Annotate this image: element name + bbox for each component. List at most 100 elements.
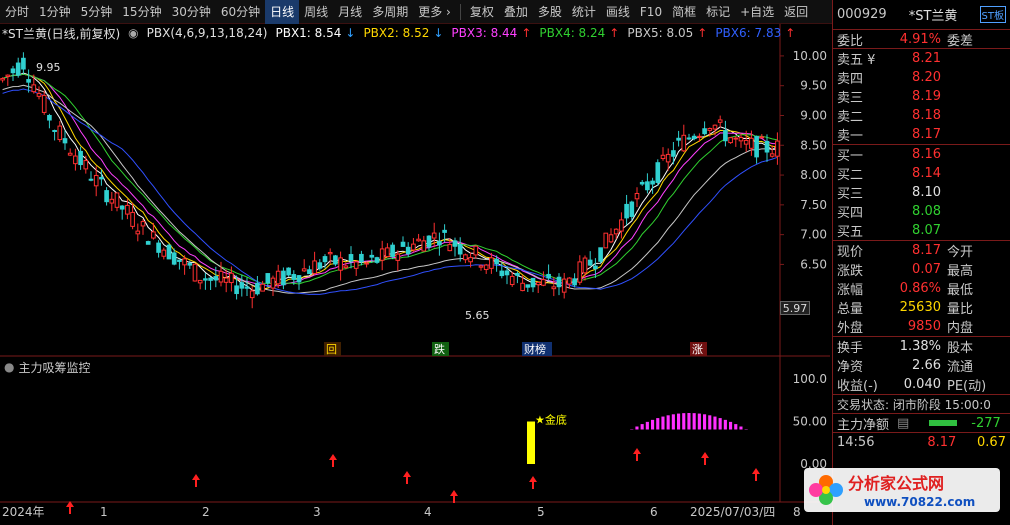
toolbar-tool-button[interactable]: 统计	[571, 4, 596, 19]
row-value: 9850	[907, 319, 941, 334]
quote-row: 涨跌 0.07 最高	[833, 260, 1010, 279]
candle-body	[36, 93, 42, 97]
candle-body	[109, 198, 115, 204]
tick-row: 14:56 8.17 0.67	[833, 433, 1010, 452]
pbx-value: PBX4: 8.24	[539, 26, 606, 40]
period-tab[interactable]: 30分钟	[171, 4, 211, 19]
row-label-2: 最低	[947, 283, 974, 298]
period-tab[interactable]: 周线	[304, 4, 329, 19]
circle-dropdown-icon[interactable]: ●	[4, 360, 15, 374]
absorption-bar	[729, 421, 733, 430]
toolbar-tool-button[interactable]: 标记	[706, 4, 731, 19]
sub-indicator-title[interactable]: 主力吸筹监控	[18, 360, 91, 375]
stock-title-bar: 000929 *ST兰黄 ST板	[833, 0, 1010, 30]
moving-average-line	[2, 72, 778, 291]
net-flow-value: -277	[971, 415, 1001, 431]
date-axis-label: 3	[313, 505, 321, 519]
st-board-tag[interactable]: ST板	[979, 6, 1006, 23]
absorption-bar	[734, 424, 738, 430]
red-arrow-icon	[529, 476, 537, 489]
kline-chart-svg[interactable]: 10.009.509.008.508.007.507.006.509.955.6…	[0, 24, 830, 520]
period-tab[interactable]: 15分钟	[122, 4, 162, 19]
candle-body	[509, 275, 515, 286]
candle-body	[421, 240, 427, 252]
settings-circle-icon[interactable]: ◉	[128, 26, 139, 40]
absorption-bar	[718, 418, 722, 430]
row-value: 8.16	[912, 147, 941, 162]
toolbar-tool-button[interactable]: F10	[639, 4, 663, 19]
row-label-2: 最高	[947, 264, 974, 279]
candle-body	[385, 247, 390, 258]
candle-body	[104, 190, 109, 203]
candle-body	[489, 257, 494, 269]
candle-body	[457, 244, 463, 255]
quote-row: 换手 1.38% 股本	[833, 337, 1010, 356]
candle-body	[499, 270, 505, 277]
period-tab[interactable]: 60分钟	[220, 4, 261, 19]
candle-body	[307, 269, 312, 275]
toolbar-tool-button[interactable]: +自选	[740, 4, 775, 19]
quote-row: 现价 8.17 今开	[833, 241, 1010, 260]
candle-body	[707, 128, 713, 131]
toolbar-tool-button[interactable]: 返回	[784, 4, 809, 19]
toolbar-tool-button[interactable]: 画线	[605, 4, 630, 19]
period-tab[interactable]: 5分钟	[80, 4, 113, 19]
kline-chart[interactable]: 10.00 9.50 9.00 8.50 8.00 7.50 7.00 6.50 9.95 5.6…	[0, 24, 830, 520]
absorption-bar	[739, 426, 743, 430]
quote-row: 卖二 8.18	[833, 106, 1010, 125]
list-icon[interactable]: ▤	[897, 415, 910, 431]
candle-body	[442, 229, 447, 233]
candle-body	[234, 285, 239, 295]
period-tab[interactable]: 分时	[5, 4, 30, 19]
candle-body	[483, 264, 489, 271]
candle-body	[15, 62, 21, 76]
candle-body	[359, 253, 364, 263]
toolbar-tool-button[interactable]: 简框	[672, 4, 697, 19]
candle-body	[322, 256, 328, 263]
candle-body	[78, 150, 83, 166]
row-value: 8.10	[912, 185, 941, 200]
toolbar-tool-button[interactable]: 多股	[537, 4, 562, 19]
candle-body	[5, 74, 11, 77]
quote-row: 总量 25630 量比	[833, 298, 1010, 317]
candle-body	[265, 273, 271, 284]
period-tab[interactable]: 更多 ›	[418, 4, 451, 19]
candle-body	[437, 241, 442, 246]
pbx-values: PBX1: 8.54 ↓ PBX2: 8.52 ↓ PBX3: 8.44 ↑ PBX4: 8…	[275, 26, 803, 40]
high-price-label: 9.95	[36, 61, 61, 74]
candle-body	[660, 154, 666, 160]
row-label: 卖二	[837, 110, 864, 125]
flower-icon	[809, 475, 843, 505]
toolbar-tool-button[interactable]: 叠加	[503, 4, 528, 19]
period-tab[interactable]: 日线	[265, 0, 300, 24]
quote-list: 现价 8.17 今开 涨跌 0.07 最高 涨幅 0.86% 最低 总量 25630 量比 外盘 9850…	[833, 241, 1010, 337]
moving-average-line	[2, 73, 778, 285]
candle-body	[327, 251, 333, 255]
weibi-label: 委比	[837, 33, 864, 49]
arrow-up-icon: ↑	[697, 26, 708, 40]
bid-list: 买一 8.16 买二 8.14 买三 8.10 买四 8.08 买五 8.07	[833, 145, 1010, 241]
candle-body	[281, 270, 286, 286]
absorption-bar	[697, 413, 701, 430]
absorption-bar	[723, 419, 727, 430]
indicator-name[interactable]: PBX(4,6,9,13,18,24)	[146, 26, 268, 40]
period-tab[interactable]: 月线	[338, 4, 363, 19]
candle-body	[31, 84, 37, 93]
candle-body	[749, 137, 754, 149]
net-flow-bar	[929, 420, 958, 426]
absorption-bar	[645, 421, 649, 430]
period-tab[interactable]: 1分钟	[39, 4, 71, 19]
candle-body	[645, 181, 650, 191]
moving-average-line	[2, 88, 778, 295]
candle-body	[52, 129, 57, 132]
absorption-bar	[640, 424, 644, 430]
period-tab[interactable]: 多周期	[372, 4, 409, 19]
arrow-up-icon: ↑	[785, 26, 796, 40]
sub-axis-label: 0.00	[800, 457, 827, 471]
candle-body	[712, 124, 718, 130]
candle-body	[62, 138, 68, 144]
toolbar-tool-button[interactable]: 复权	[469, 4, 494, 19]
candle-body	[187, 262, 193, 266]
candle-body	[551, 286, 557, 290]
quote-row: 买二 8.14	[833, 164, 1010, 183]
